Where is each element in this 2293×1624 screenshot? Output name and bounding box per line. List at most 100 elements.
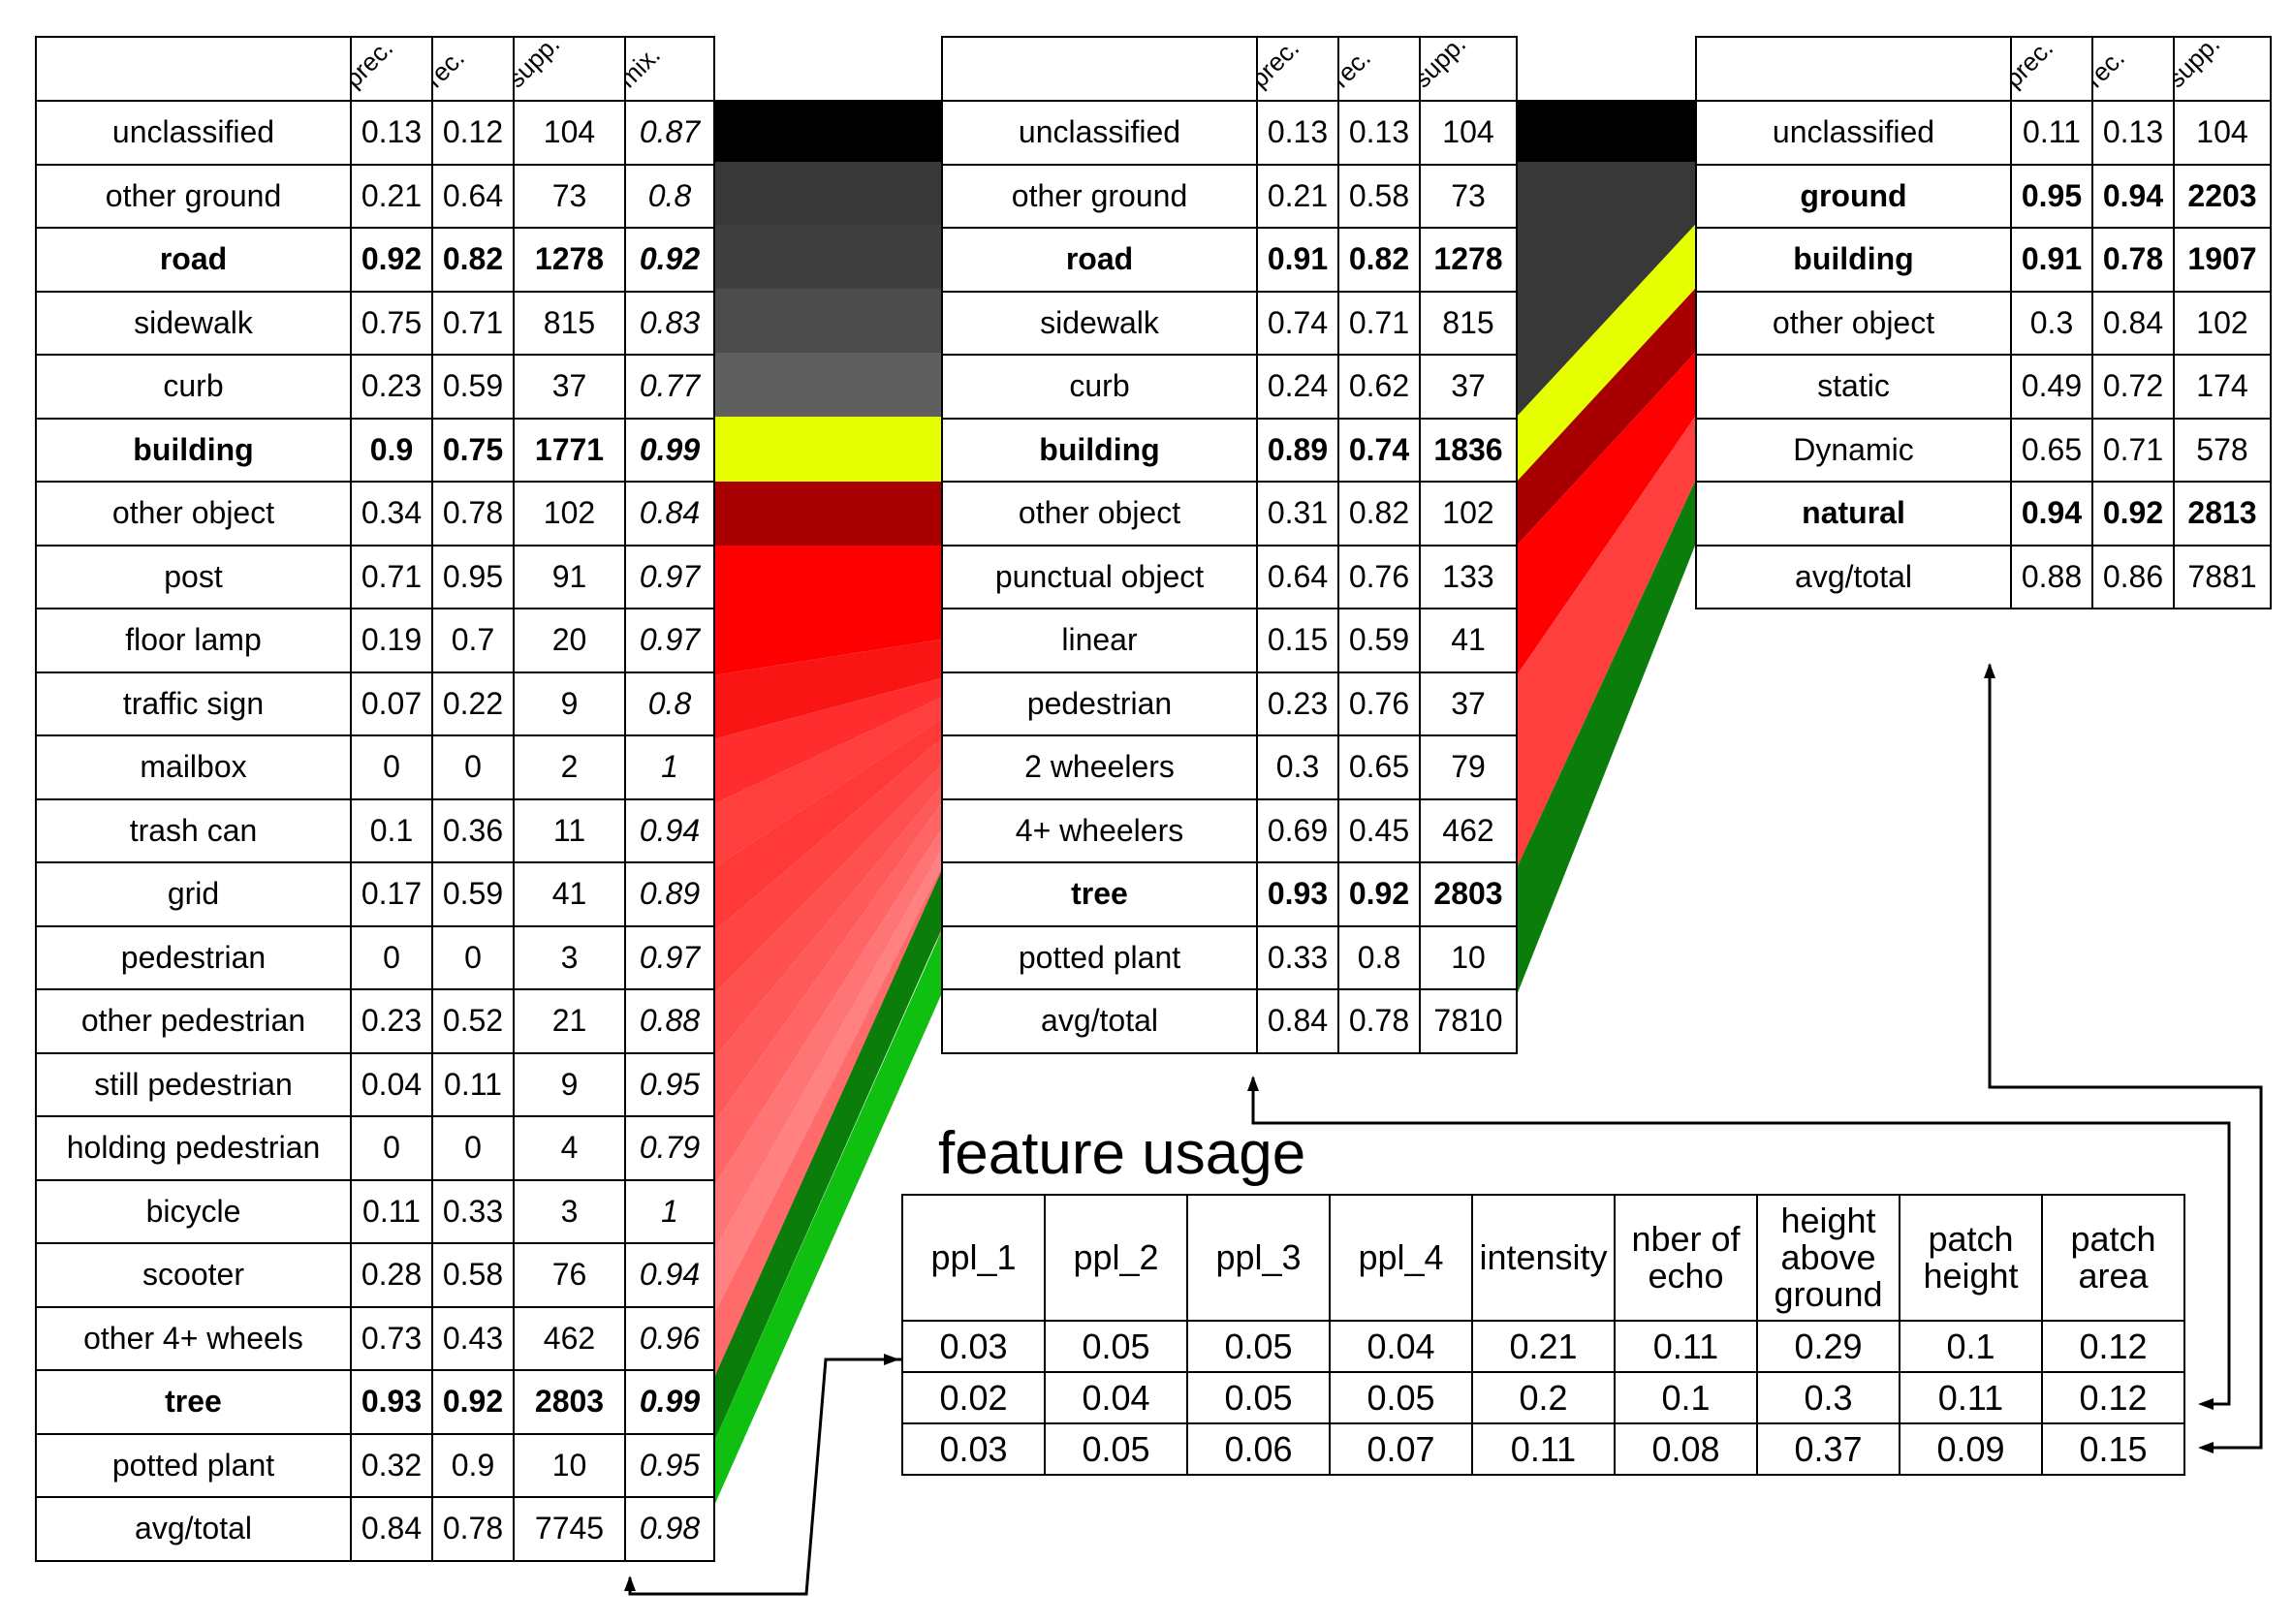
table-row: potted plant 0.33 0.8 10 <box>941 924 1518 990</box>
feature-usage-table: ppl_1 ppl_2 ppl_3 ppl_4 intensity nber of echo… <box>901 1194 2185 1476</box>
band-floor-lamp <box>713 610 941 675</box>
table-row: grid 0.17 0.59 41 0.89 <box>35 861 715 927</box>
support-cell: 1836 <box>1419 417 1518 483</box>
support-cell: 102 <box>513 481 626 547</box>
table-row: building 0.89 0.74 1836 <box>941 417 1518 483</box>
support-cell: 7810 <box>1419 988 1518 1054</box>
class-name-cell: 2 wheelers <box>941 734 1258 800</box>
table-row: unclassified 0.13 0.13 104 <box>941 100 1518 166</box>
feature-header-line: ppl_4 <box>1358 1237 1444 1278</box>
precision-cell: 0.21 <box>1256 163 1339 229</box>
class-name-cell: road <box>941 227 1258 293</box>
band-natural <box>1517 482 1695 995</box>
table-row: curb 0.23 0.59 37 0.77 <box>35 354 715 420</box>
feature-header-line: nber of <box>1631 1219 1741 1260</box>
header-supp: supp. <box>1419 36 1518 102</box>
class-name-cell: still pedestrian <box>35 1051 352 1117</box>
support-cell: 37 <box>1419 354 1518 420</box>
mix-cell: 0.88 <box>624 988 715 1054</box>
recall-cell: 0.64 <box>431 163 515 229</box>
table-row: punctual object 0.64 0.76 133 <box>941 544 1518 609</box>
support-cell: 174 <box>2173 354 2272 420</box>
recall-cell: 0.9 <box>431 1432 515 1498</box>
support-cell: 104 <box>513 100 626 166</box>
support-cell: 815 <box>513 290 626 356</box>
class-name-cell: static <box>1695 354 2012 420</box>
recall-cell: 0.43 <box>431 1305 515 1371</box>
recall-cell: 0.13 <box>1337 100 1421 166</box>
feature-value: 0.11 <box>1471 1422 1616 1476</box>
feature-header-line: intensity <box>1479 1237 1608 1278</box>
support-cell: 73 <box>513 163 626 229</box>
precision-cell: 0.3 <box>1256 734 1339 800</box>
table-row: holding pedestrian 0 0 4 0.79 <box>35 1115 715 1181</box>
table-row: unclassified 0.13 0.12 104 0.87 <box>35 100 715 166</box>
feature-value: 0.1 <box>1614 1371 1758 1424</box>
table-row: tree 0.93 0.92 2803 <box>941 861 1518 927</box>
recall-cell: 0.59 <box>431 861 515 927</box>
feature-value: 0.2 <box>1471 1371 1616 1424</box>
table-row: other ground 0.21 0.58 73 <box>941 163 1518 229</box>
table-row: scooter 0.28 0.58 76 0.94 <box>35 1242 715 1308</box>
arrowhead-featrow3 <box>2198 1442 2214 1453</box>
feature-value: 0.11 <box>1614 1320 1758 1373</box>
recall-cell: 0.45 <box>1337 797 1421 863</box>
table-row: floor lamp 0.19 0.7 20 0.97 <box>35 608 715 673</box>
table-row: post 0.71 0.95 91 0.97 <box>35 544 715 609</box>
band-other-ground <box>713 162 941 225</box>
table-row: trash can 0.1 0.36 11 0.94 <box>35 797 715 863</box>
feature-value: 0.09 <box>1899 1422 2043 1476</box>
support-cell: 2803 <box>1419 861 1518 927</box>
support-cell: 7745 <box>513 1496 626 1562</box>
class-name-cell: avg/total <box>941 988 1258 1054</box>
precision-cell: 0.95 <box>2010 163 2093 229</box>
support-cell: 91 <box>513 544 626 609</box>
band-other-pedestrian <box>713 765 941 1059</box>
band-group-left <box>713 100 941 1508</box>
table-row: ground 0.95 0.94 2203 <box>1695 163 2272 229</box>
class-name-cell: punctual object <box>941 544 1258 609</box>
feature-header-line: area <box>2078 1256 2149 1296</box>
band-other-4-wheels <box>713 868 941 1380</box>
mix-cell: 0.92 <box>624 227 715 293</box>
precision-cell: 0.91 <box>2010 227 2093 293</box>
band-building <box>1517 225 1695 482</box>
precision-cell: 0.21 <box>350 163 433 229</box>
band-other-object <box>713 482 941 546</box>
feature-value: 0.06 <box>1186 1422 1331 1476</box>
band-road <box>713 225 941 289</box>
recall-cell: 0.36 <box>431 797 515 863</box>
recall-cell: 0.75 <box>431 417 515 483</box>
recall-cell: 0.8 <box>1337 924 1421 990</box>
arrowhead-table1 <box>624 1576 636 1591</box>
feature-row: 0.02 0.04 0.05 0.05 0.2 0.1 0.3 0.11 0.12 <box>901 1371 2185 1424</box>
table-row: tree 0.93 0.92 2803 0.99 <box>35 1369 715 1435</box>
table-row: pedestrian 0 0 3 0.97 <box>35 924 715 990</box>
recall-cell: 0.59 <box>1337 608 1421 673</box>
recall-cell: 0.84 <box>2091 290 2175 356</box>
feature-value: 0.3 <box>1756 1371 1900 1424</box>
classification-table-intermediate: prec. rec. supp. unclassified 0.13 0.13 104… <box>941 36 1518 1054</box>
mix-cell: 0.83 <box>624 290 715 356</box>
support-cell: 9 <box>513 671 626 736</box>
band-trash-can <box>713 698 941 868</box>
feature-value: 0.04 <box>1329 1320 1473 1373</box>
class-name-cell: other object <box>35 481 352 547</box>
class-name-cell: sidewalk <box>941 290 1258 356</box>
recall-cell: 0.95 <box>431 544 515 609</box>
table-row: Dynamic 0.65 0.71 578 <box>1695 417 2272 483</box>
feature-value: 0.07 <box>1329 1422 1473 1476</box>
table-row: bicycle 0.11 0.33 3 1 <box>35 1178 715 1244</box>
feature-header-line: echo <box>1648 1256 1724 1296</box>
band-pedestrian <box>713 739 941 995</box>
class-name-cell: unclassified <box>35 100 352 166</box>
class-name-cell: other object <box>941 481 1258 547</box>
recall-cell: 0.62 <box>1337 354 1421 420</box>
band-curb <box>713 353 941 417</box>
header-prec: prec. <box>2010 36 2093 102</box>
class-name-cell: post <box>35 544 352 609</box>
class-name-cell: potted plant <box>35 1432 352 1498</box>
arrowhead-table3 <box>1984 663 1995 678</box>
arrowhead-featrow2 <box>2198 1398 2214 1410</box>
support-cell: 3 <box>513 1178 626 1244</box>
